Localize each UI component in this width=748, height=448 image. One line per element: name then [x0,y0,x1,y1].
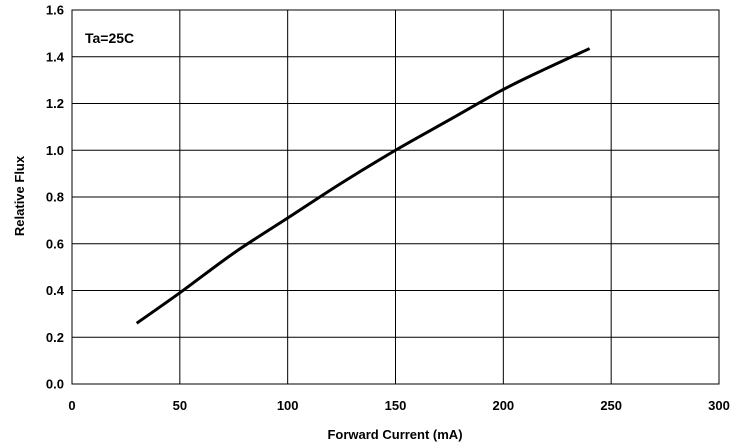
y-tick-label: 0.6 [46,236,64,251]
x-tick-label: 200 [492,398,514,413]
plot-frame [71,9,720,385]
y-tick-label: 0.8 [46,190,64,205]
y-tick-label: 0.0 [46,377,64,392]
x-tick-label: 150 [385,398,407,413]
tick-labels: 0.0 0.2 0.4 0.6 0.8 1.0 1.2 1.4 1.6 0 50 100 150 200 2… [46,3,730,414]
x-tick-label: 300 [708,398,730,413]
series-line [135,47,591,325]
y-tick-label: 0.4 [46,283,65,298]
x-axis-title: Forward Current (mA) [327,427,462,442]
y-tick-label: 1.0 [46,143,64,158]
x-tick-label: 0 [68,398,75,413]
y-tick-label: 1.2 [46,96,64,111]
y-axis-title: Relative Flux [12,155,27,236]
y-tick-label: 0.2 [46,330,64,345]
x-tick-label: 50 [173,398,187,413]
x-tick-label: 250 [600,398,622,413]
grid [71,9,720,385]
y-tick-label: 1.6 [46,3,64,18]
y-tick-label: 1.4 [46,49,65,64]
x-tick-label: 100 [277,398,299,413]
plot-area [135,47,591,325]
annotation-label: Ta=25C [85,30,134,46]
